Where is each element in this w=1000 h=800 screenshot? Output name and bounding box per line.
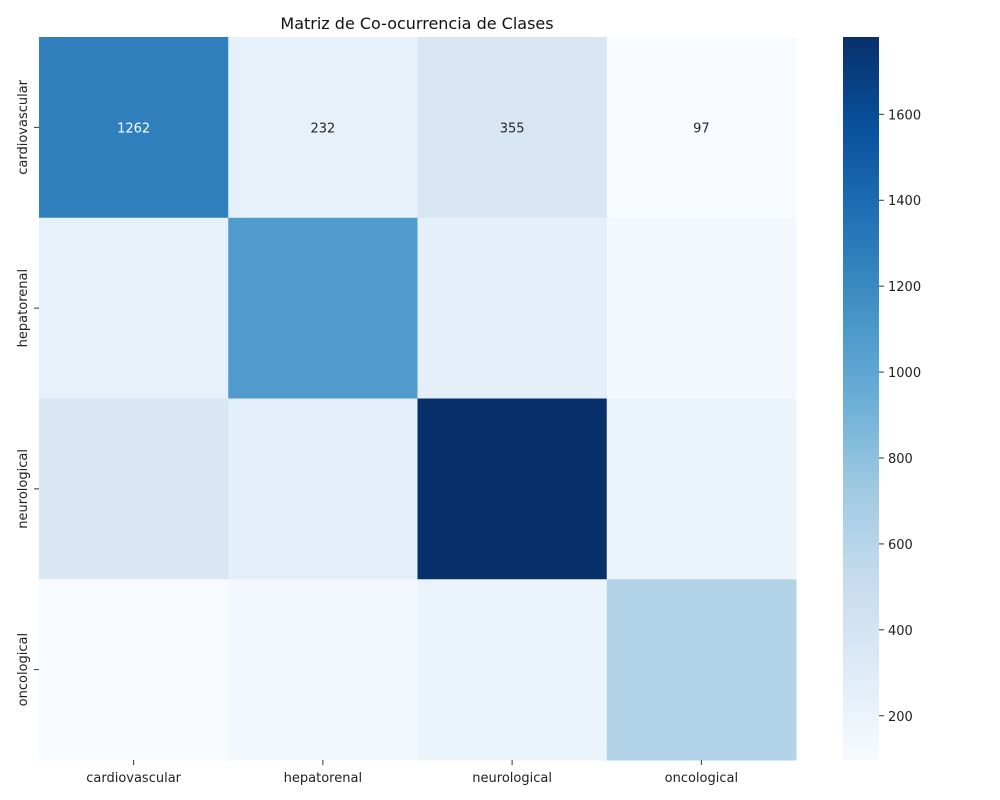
heatmap-cell [606,579,797,761]
heatmap-cell [228,398,418,580]
x-tick-label: cardiovascular [86,771,181,786]
heatmap-cell [417,37,608,219]
colorbar-tick-label: 800 [888,452,913,467]
x-axis: cardiovascular hepatorenal neurological onc… [86,760,738,786]
heatmap-cell [39,217,229,399]
y-tick-label: hepatorenal [16,269,31,347]
heatmap-cell [417,398,608,580]
colorbar [843,37,879,760]
cell-value-label: 355 [500,121,525,136]
colorbar-tick-label: 1600 [888,108,921,123]
colorbar-tick-label: 1000 [888,366,921,381]
cell-value-label: 232 [310,121,335,136]
y-axis: cardiovascular hepatorenal neurological onc… [16,79,39,706]
chart-title: Matriz de Co-ocurrencia de Clases [280,14,553,33]
heatmap-cell [228,217,418,399]
heatmap-cells: 1262 232 355 97 [39,37,797,761]
heatmap-cell [606,398,797,580]
colorbar-axis: 200 400 600 800 1000 1200 1400 1600 [879,108,921,725]
heatmap-cell [417,579,608,761]
heatmap-cell [39,579,229,761]
colorbar-tick-label: 1200 [888,280,921,295]
cell-value-label: 1262 [117,121,150,136]
x-tick-label: hepatorenal [284,771,362,786]
x-tick-label: neurological [472,771,552,786]
colorbar-tick-label: 400 [888,624,913,639]
heatmap-cell [606,217,797,399]
y-tick-label: cardiovascular [16,79,31,174]
cell-value-label: 97 [693,121,710,136]
colorbar-tick-label: 1400 [888,194,921,209]
heatmap-cell [39,37,229,219]
x-tick-label: oncological [665,771,738,786]
heatmap-cell [228,37,418,219]
y-tick-label: oncological [16,633,31,706]
colorbar-tick-label: 600 [888,538,913,553]
heatmap-cell [39,398,229,580]
heatmap-cell [417,217,608,399]
heatmap-cell [606,37,797,219]
heatmap-cell [228,579,418,761]
colorbar-tick-label: 200 [888,710,913,725]
y-tick-label: neurological [16,449,31,529]
